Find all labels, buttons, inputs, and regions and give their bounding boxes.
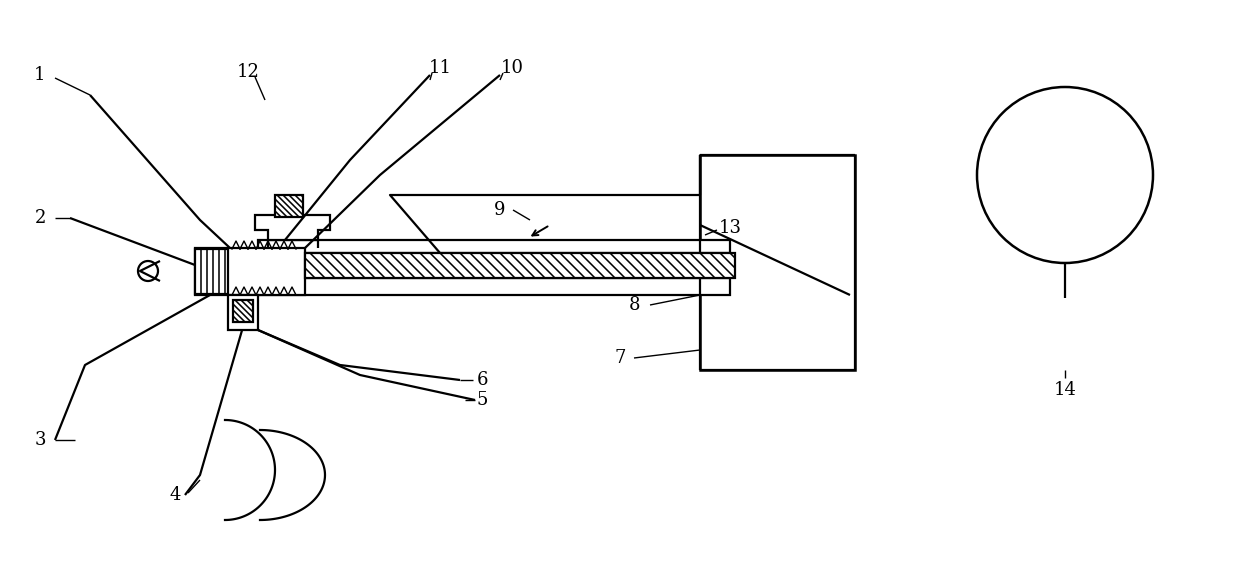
Text: 12: 12 bbox=[237, 63, 259, 81]
Text: 8: 8 bbox=[629, 296, 641, 314]
Text: 4: 4 bbox=[170, 486, 181, 504]
Text: 7: 7 bbox=[614, 349, 626, 367]
Text: 1: 1 bbox=[35, 66, 46, 84]
Text: 13: 13 bbox=[718, 219, 742, 237]
Polygon shape bbox=[258, 240, 730, 253]
Text: 11: 11 bbox=[429, 59, 451, 77]
Text: 3: 3 bbox=[35, 431, 46, 449]
Polygon shape bbox=[258, 278, 730, 295]
Text: 6: 6 bbox=[476, 371, 487, 389]
Polygon shape bbox=[255, 215, 330, 240]
Text: 5: 5 bbox=[476, 391, 487, 409]
Polygon shape bbox=[233, 300, 253, 322]
Polygon shape bbox=[701, 155, 856, 370]
Polygon shape bbox=[228, 295, 258, 330]
Text: 9: 9 bbox=[495, 201, 506, 219]
Polygon shape bbox=[305, 253, 735, 278]
Polygon shape bbox=[275, 195, 303, 217]
Text: 2: 2 bbox=[35, 209, 46, 227]
Text: 14: 14 bbox=[1054, 381, 1076, 399]
Polygon shape bbox=[195, 249, 228, 294]
Polygon shape bbox=[195, 248, 305, 295]
Text: 10: 10 bbox=[501, 59, 523, 77]
